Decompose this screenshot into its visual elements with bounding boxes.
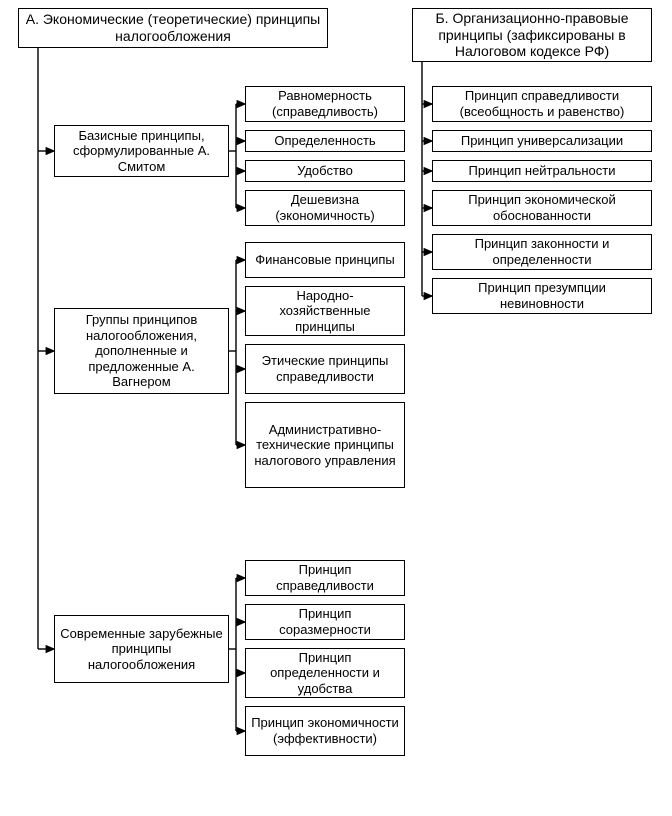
smith-child-3: Удобство xyxy=(245,160,405,182)
wagner-child-4: Административно-технические принципы нал… xyxy=(245,402,405,488)
wagner-child-2: Народно-хозяйственные принципы xyxy=(245,286,405,336)
b-child-2: Принцип универсализации xyxy=(432,130,652,152)
smith-child-4: Дешевизна (экономичность) xyxy=(245,190,405,226)
b-child-4: Принцип экономической обоснованности xyxy=(432,190,652,226)
modern-child-1: Принцип справедливости xyxy=(245,560,405,596)
wagner-child-1: Финансовые принципы xyxy=(245,242,405,278)
wagner-child-3: Этические принципы справедливости xyxy=(245,344,405,394)
header-b: Б. Организационно-правовые принципы (заф… xyxy=(412,8,652,62)
smith-child-2: Определенность xyxy=(245,130,405,152)
header-a: А. Экономические (теоретические) принцип… xyxy=(18,8,328,48)
smith-child-1: Равномерность (справедливость) xyxy=(245,86,405,122)
modern-child-4: Принцип экономичности (эффективности) xyxy=(245,706,405,756)
modern-child-2: Принцип соразмерности xyxy=(245,604,405,640)
b-child-5: Принцип законности и определенности xyxy=(432,234,652,270)
b-child-3: Принцип нейтральности xyxy=(432,160,652,182)
modern-child-3: Принцип определенности и удобства xyxy=(245,648,405,698)
b-child-6: Принцип презумпции невиновности xyxy=(432,278,652,314)
parent-smith: Базисные принципы, сформулированные А. С… xyxy=(54,125,229,177)
parent-modern: Современные зарубежные принципы налогооб… xyxy=(54,615,229,683)
parent-wagner: Группы принципов налогообложения, дополн… xyxy=(54,308,229,394)
b-child-1: Принцип справедливости (всеобщность и ра… xyxy=(432,86,652,122)
